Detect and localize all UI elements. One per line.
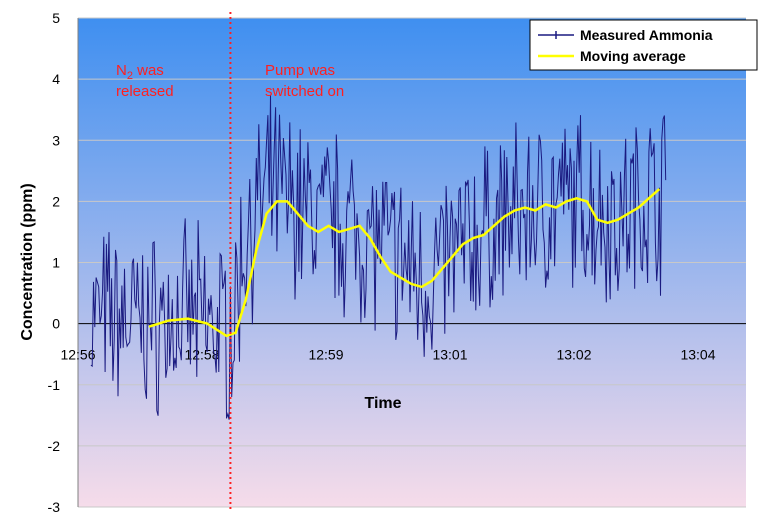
x-axis-title: Time (364, 395, 401, 412)
y-tick-label: 4 (52, 71, 60, 87)
y-tick-label: -2 (48, 438, 61, 454)
x-tick-label: 13:01 (432, 347, 467, 363)
moving-average-series (148, 188, 661, 338)
measured-ammonia-series (90, 95, 667, 420)
annotation-n2-main: N (116, 62, 127, 79)
x-tick-label: 13:04 (680, 347, 715, 363)
x-tick-labels: 12:56 12:58 12:59 13:01 13:02 13:04 (60, 347, 715, 363)
y-tick-label: 0 (52, 316, 60, 332)
x-tick-label: 12:59 (308, 347, 343, 363)
y-tick-label: 3 (52, 132, 60, 148)
x-tick-label: 12:56 (60, 347, 95, 363)
legend-label-moving-average: Moving average (580, 48, 686, 64)
moving-average-line (148, 188, 661, 338)
y-tick-label: 2 (52, 193, 60, 209)
legend-label-measured: Measured Ammonia (580, 27, 713, 43)
x-tick-label: 13:02 (556, 347, 591, 363)
y-tick-label: -1 (48, 377, 61, 393)
annotation-pump-line1: Pump was (265, 62, 335, 79)
measured-ammonia-line (90, 95, 667, 420)
y-tick-label: 5 (52, 10, 60, 26)
legend: Measured Ammonia Moving average (529, 19, 758, 71)
y-tick-labels: 5 4 3 2 1 0 -1 -2 -3 (48, 10, 61, 515)
annotation-n2-released-line2: released (116, 83, 174, 100)
y-tick-label: -3 (48, 499, 61, 515)
annotation-n2-subscript: 2 (127, 70, 133, 82)
y-axis-title: Concentration (ppm) (19, 183, 36, 340)
annotation-n2-released: N2 was (116, 62, 164, 82)
y-tick-label: 1 (52, 255, 60, 271)
legend-box (529, 19, 758, 71)
annotation-pump-line2: switched on (265, 83, 344, 100)
annotation-n2-rest: was (133, 62, 164, 79)
x-tick-label: 12:58 (184, 347, 219, 363)
